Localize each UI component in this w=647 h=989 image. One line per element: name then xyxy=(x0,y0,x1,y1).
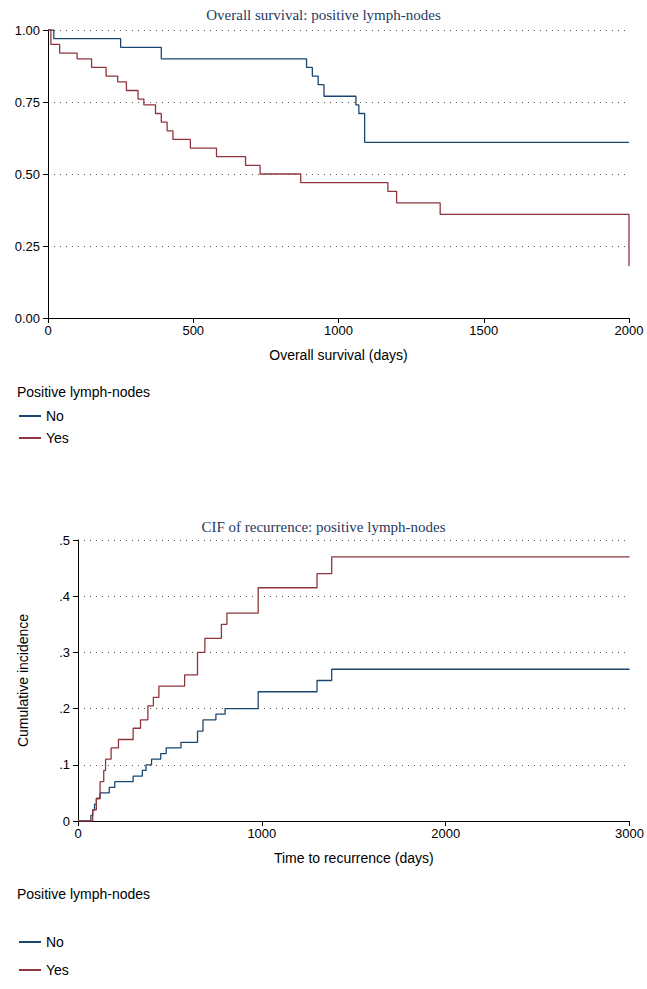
svg-text:Cumulative incidence: Cumulative incidence xyxy=(15,614,31,747)
svg-text:Positive lymph-nodes: Positive lymph-nodes xyxy=(17,886,150,902)
svg-text:500: 500 xyxy=(182,323,204,338)
svg-text:Positive lymph-nodes: Positive lymph-nodes xyxy=(17,384,150,400)
svg-text:1500: 1500 xyxy=(469,323,498,338)
svg-text:0: 0 xyxy=(74,826,81,841)
svg-text:Yes: Yes xyxy=(46,962,69,978)
svg-text:.5: .5 xyxy=(59,533,70,548)
svg-text:.3: .3 xyxy=(59,645,70,660)
svg-text:No: No xyxy=(46,934,64,950)
svg-text:Overall survival: positive lym: Overall survival: positive lymph-nodes xyxy=(206,7,441,23)
svg-text:0.00: 0.00 xyxy=(15,311,40,326)
svg-text:No: No xyxy=(46,408,64,424)
svg-text:Time to recurrence (days): Time to recurrence (days) xyxy=(274,850,434,866)
svg-text:0.50: 0.50 xyxy=(15,167,40,182)
svg-text:3000: 3000 xyxy=(615,826,644,841)
svg-text:1000: 1000 xyxy=(324,323,353,338)
svg-text:2000: 2000 xyxy=(431,826,460,841)
svg-text:.4: .4 xyxy=(59,589,70,604)
svg-text:0.25: 0.25 xyxy=(15,239,40,254)
svg-text:2000: 2000 xyxy=(615,323,644,338)
svg-text:0: 0 xyxy=(44,323,51,338)
svg-text:1.00: 1.00 xyxy=(15,23,40,38)
svg-text:Yes: Yes xyxy=(46,430,69,446)
svg-text:Overall survival (days): Overall survival (days) xyxy=(269,347,407,363)
svg-text:0: 0 xyxy=(63,814,70,829)
svg-text:.1: .1 xyxy=(59,757,70,772)
svg-text:1000: 1000 xyxy=(247,826,276,841)
svg-text:.2: .2 xyxy=(59,701,70,716)
svg-text:CIF of recurrence: positive ly: CIF of recurrence: positive lymph-nodes xyxy=(201,519,445,535)
svg-text:0.75: 0.75 xyxy=(15,95,40,110)
